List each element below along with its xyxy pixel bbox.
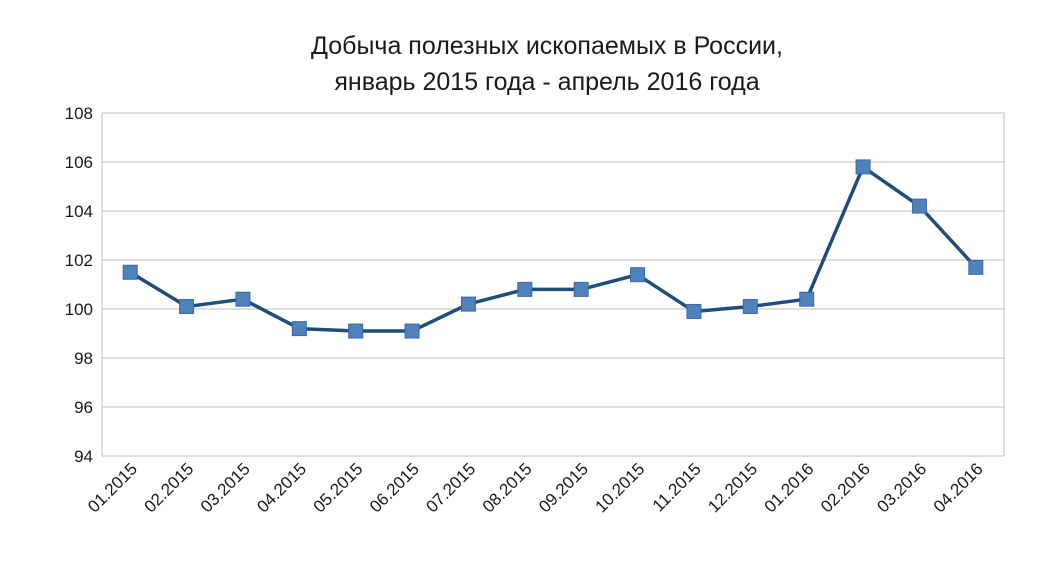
data-point <box>179 299 195 315</box>
data-point <box>911 198 927 214</box>
data-point <box>742 299 758 315</box>
y-axis-ticks: 94 96 98 100 102 104 106 108 <box>65 104 93 466</box>
data-point <box>460 296 476 312</box>
x-tick-label: 02.2016 <box>817 459 874 516</box>
y-tick-label: 96 <box>74 398 93 417</box>
x-tick-label: 04.2016 <box>930 459 987 516</box>
x-tick-label: 04.2015 <box>253 459 310 516</box>
y-tick-label: 108 <box>65 104 93 123</box>
y-tick-label: 104 <box>65 202 93 221</box>
y-tick-label: 94 <box>74 447 93 466</box>
y-tick-label: 100 <box>65 300 93 319</box>
x-tick-label: 07.2015 <box>422 459 479 516</box>
x-tick-label: 11.2015 <box>649 459 705 515</box>
x-tick-label: 12.2015 <box>704 459 761 516</box>
x-tick-label: 01.2015 <box>84 459 141 516</box>
chart-title: Добыча полезных ископаемых в России, <box>311 32 783 60</box>
x-tick-label: 05.2015 <box>310 459 367 516</box>
series-group <box>122 159 984 339</box>
x-tick-label: 03.2015 <box>197 459 254 516</box>
data-point <box>799 291 815 307</box>
data-point <box>968 259 984 275</box>
gridlines <box>101 112 1005 457</box>
data-point <box>573 281 589 297</box>
chart-subtitle: январь 2015 года - апрель 2016 года <box>334 68 760 96</box>
data-point <box>686 303 702 319</box>
x-tick-label: 10.2015 <box>592 459 649 516</box>
data-point <box>235 291 251 307</box>
data-point <box>291 321 307 337</box>
x-tick-label: 01.2016 <box>761 459 818 516</box>
data-point <box>122 264 138 280</box>
data-point <box>517 281 533 297</box>
y-tick-label: 102 <box>65 251 93 270</box>
chart-title-block: Добыча полезных ископаемых в России, янв… <box>0 28 1047 100</box>
series-line <box>129 165 978 333</box>
data-point <box>348 323 364 339</box>
x-tick-label: 09.2015 <box>535 459 592 516</box>
x-axis-ticks: 01.2015 02.2015 03.2015 04.2015 05.2015 06.20… <box>84 459 987 516</box>
y-tick-label: 106 <box>65 153 93 172</box>
x-tick-label: 08.2015 <box>479 459 536 516</box>
x-tick-label: 03.2016 <box>873 459 930 516</box>
x-tick-label: 02.2015 <box>141 459 198 516</box>
data-point <box>630 267 646 283</box>
y-tick-label: 98 <box>74 349 93 368</box>
data-point <box>855 159 871 175</box>
x-tick-label: 06.2015 <box>366 459 423 516</box>
data-point <box>404 323 420 339</box>
